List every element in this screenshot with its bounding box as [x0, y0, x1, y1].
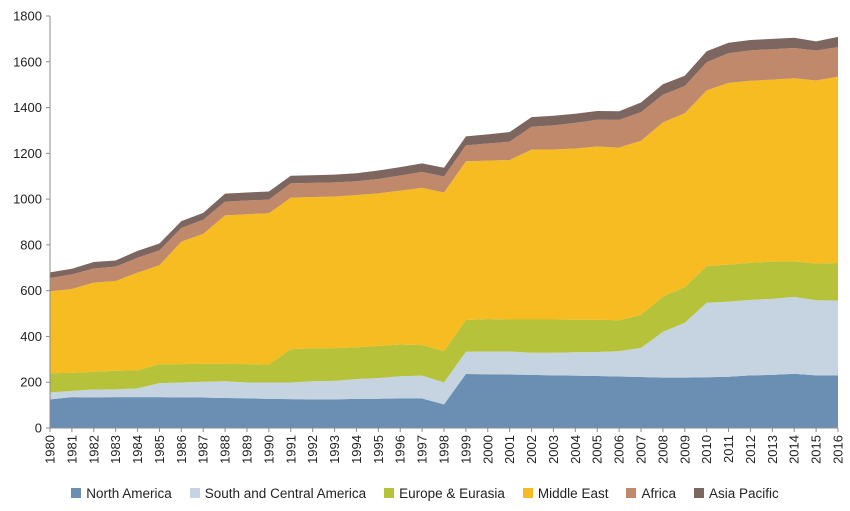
x-tick-label: 2016 — [831, 435, 846, 464]
area-africa — [50, 47, 838, 292]
legend-item: North America — [71, 486, 172, 501]
x-tick-label: 1981 — [64, 435, 79, 464]
y-tick-label: 0 — [35, 421, 42, 436]
x-tick-label: 2005 — [590, 435, 605, 464]
x-tick-label: 1992 — [305, 435, 320, 464]
legend-swatch — [626, 488, 637, 498]
x-tick-label: 1986 — [174, 435, 189, 464]
legend-swatch — [71, 488, 82, 498]
legend-item: Middle East — [522, 485, 609, 501]
legend-label: Africa — [641, 485, 676, 501]
x-tick-label: 1995 — [371, 435, 386, 464]
y-tick-label: 400 — [20, 329, 42, 344]
x-tick-label: 1985 — [152, 435, 167, 464]
legend-label: North America — [86, 485, 172, 501]
x-axis: 1980 1981 1982 1983 1984 1985 1986 1987 1988 1989… — [43, 427, 846, 464]
x-tick-label: 1997 — [415, 435, 430, 464]
legend-label: Europe & Eurasia — [399, 485, 505, 501]
x-tick-label: 2009 — [677, 435, 692, 464]
x-tick-label: 2003 — [546, 435, 561, 464]
y-tick-label: 600 — [20, 283, 42, 298]
x-tick-label: 2002 — [524, 435, 539, 464]
y-tick-label: 1600 — [13, 54, 42, 69]
legend-swatch — [384, 488, 395, 498]
x-tick-label: 2015 — [809, 435, 824, 464]
legend-item: Africa — [626, 486, 676, 501]
x-tick-label: 1980 — [43, 435, 58, 464]
legend-swatch — [693, 488, 704, 498]
x-tick-label: 1982 — [86, 435, 101, 464]
area-middle-east — [50, 76, 838, 374]
y-tick-label: 1800 — [13, 9, 42, 24]
x-tick-label: 2012 — [743, 435, 758, 464]
x-tick-label: 1993 — [327, 435, 342, 464]
x-tick-label: 1987 — [196, 435, 211, 464]
legend-label: South and Central America — [204, 485, 367, 501]
x-tick-label: 1994 — [349, 435, 364, 464]
y-tick-label: 1400 — [13, 100, 42, 115]
x-tick-label: 2013 — [765, 435, 780, 464]
x-tick-label: 1999 — [458, 435, 473, 464]
series-areas — [50, 36, 838, 428]
x-tick-label: 2000 — [480, 435, 495, 464]
legend-swatch — [522, 488, 533, 498]
area-europe-eurasia — [50, 261, 838, 393]
x-tick-label: 1991 — [283, 435, 298, 464]
legend-swatch — [189, 488, 200, 498]
x-tick-label: 1984 — [130, 435, 145, 464]
x-tick-label: 2007 — [634, 435, 649, 464]
legend-label: Middle East — [537, 485, 609, 501]
x-tick-label: 2010 — [699, 435, 714, 464]
y-tick-label: 200 — [20, 375, 42, 390]
x-tick-label: 1998 — [437, 435, 452, 464]
y-tick-label: 800 — [20, 237, 42, 252]
x-tick-label: 1988 — [218, 435, 233, 464]
x-tick-label: 2008 — [655, 435, 670, 464]
y-tick-label: 1000 — [13, 192, 42, 207]
legend-item: Asia Pacific — [693, 485, 779, 501]
legend-item: South and Central America — [189, 485, 367, 501]
legend: North America South and Central America Eu… — [0, 482, 850, 504]
x-tick-label: 1990 — [261, 435, 276, 464]
x-tick-label: 1989 — [240, 435, 255, 464]
x-tick-label: 1983 — [108, 435, 123, 464]
x-tick-label: 2004 — [568, 435, 583, 464]
x-tick-label: 2011 — [721, 435, 736, 463]
x-tick-label: 1996 — [393, 435, 408, 464]
y-axis: 0 200 400 600 800 1000 1200 1400 1600 1800 — [13, 9, 51, 436]
y-tick-label: 1200 — [13, 146, 42, 161]
x-tick-label: 2001 — [502, 435, 517, 464]
area-south-and-central-america — [50, 296, 838, 405]
legend-item: Europe & Eurasia — [384, 486, 505, 501]
legend-label: Asia Pacific — [708, 485, 779, 501]
area-north-america — [50, 373, 838, 428]
x-tick-label: 2014 — [787, 435, 802, 464]
x-tick-label: 2006 — [612, 435, 627, 464]
